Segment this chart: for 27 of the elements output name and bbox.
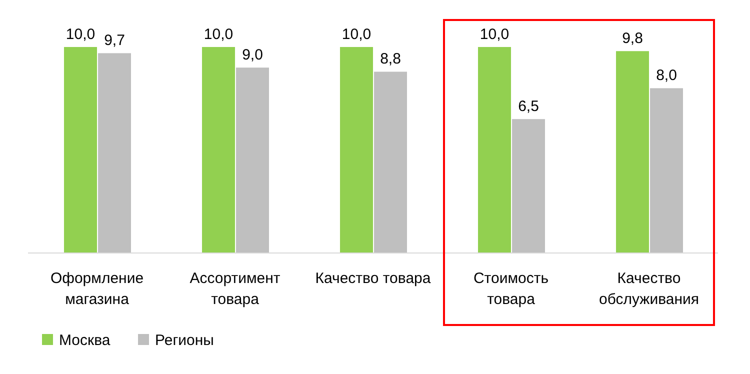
data-label: 10,0 [204,26,234,43]
data-label: 10,0 [342,26,372,43]
bar [202,47,235,253]
bar [478,47,511,253]
bar [98,53,131,253]
data-label: 9,7 [104,32,125,50]
x-tick-label: Качество обслуживания [598,270,700,308]
bar [64,47,97,253]
x-tick-label: Оформление магазина [50,270,144,308]
data-label: 9,0 [242,46,263,64]
bar [340,47,373,253]
x-tick-label: Ассортимент товара [190,270,280,308]
bar [512,119,545,253]
data-label: 8,0 [656,67,677,84]
x-tick-label: Стоимость товара [473,270,549,308]
x-tick-label: Качество товара [315,270,432,287]
bar [236,68,269,253]
bar [616,51,649,253]
legend-label: Регионы [155,332,214,349]
data-label: 9,8 [622,30,643,48]
data-label: 6,5 [518,98,539,116]
data-label: 10,0 [66,26,96,43]
bar [374,72,407,253]
data-label: 8,8 [380,50,401,68]
bar [650,88,683,253]
legend-label: Москва [59,332,111,349]
data-label: 10,0 [480,26,510,43]
